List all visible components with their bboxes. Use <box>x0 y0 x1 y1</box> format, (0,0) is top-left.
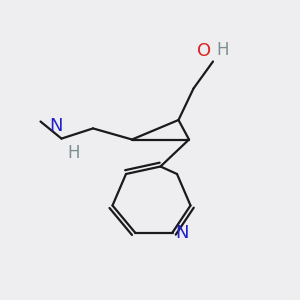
Text: O: O <box>197 42 212 60</box>
Text: N: N <box>50 117 63 135</box>
Text: N: N <box>176 224 189 242</box>
Text: H: H <box>216 41 229 59</box>
Text: H: H <box>67 144 80 162</box>
